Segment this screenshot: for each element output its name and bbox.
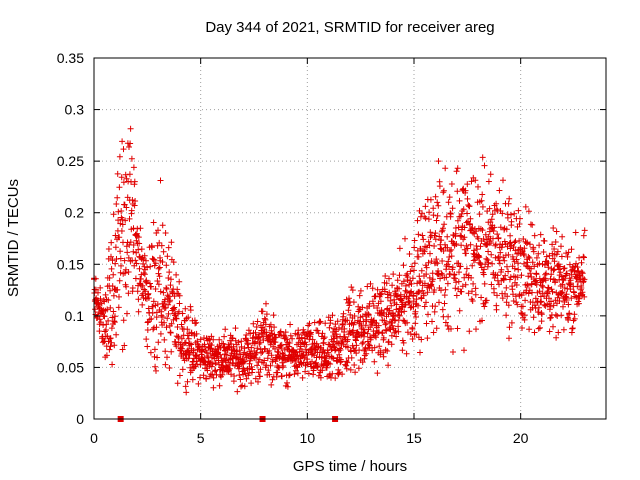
y-tick-label: 0.1 bbox=[65, 308, 85, 324]
y-tick-label: 0.3 bbox=[65, 102, 85, 118]
x-tick-label: 10 bbox=[300, 430, 316, 446]
y-tick-label: 0.35 bbox=[57, 50, 84, 66]
chart-title: Day 344 of 2021, SRMTID for receiver are… bbox=[205, 19, 494, 36]
x-tick-label: 15 bbox=[406, 430, 422, 446]
plot-frame bbox=[93, 57, 607, 420]
x-axis-label: GPS time / hours bbox=[293, 458, 407, 475]
y-tick-label: 0.15 bbox=[57, 256, 84, 272]
grid-lines bbox=[94, 58, 606, 419]
y-axis-label: SRMTID / TECUs bbox=[5, 179, 22, 297]
data-points bbox=[91, 125, 588, 396]
y-tick-label: 0 bbox=[76, 411, 84, 427]
y-tick-label: 0.2 bbox=[65, 205, 85, 221]
y-tick-label: 0.05 bbox=[57, 359, 84, 375]
x-tick-label: 0 bbox=[90, 430, 98, 446]
srmtid-points bbox=[91, 125, 588, 396]
y-tick-label: 0.25 bbox=[57, 153, 84, 169]
x-tick-label: 20 bbox=[513, 430, 529, 446]
x-tick-label: 5 bbox=[197, 430, 205, 446]
axis-ticks: 0 0.05 0.1 0.15 0.2 0.25 0.3 0.35 0 5 10 15 20 bbox=[57, 50, 606, 446]
